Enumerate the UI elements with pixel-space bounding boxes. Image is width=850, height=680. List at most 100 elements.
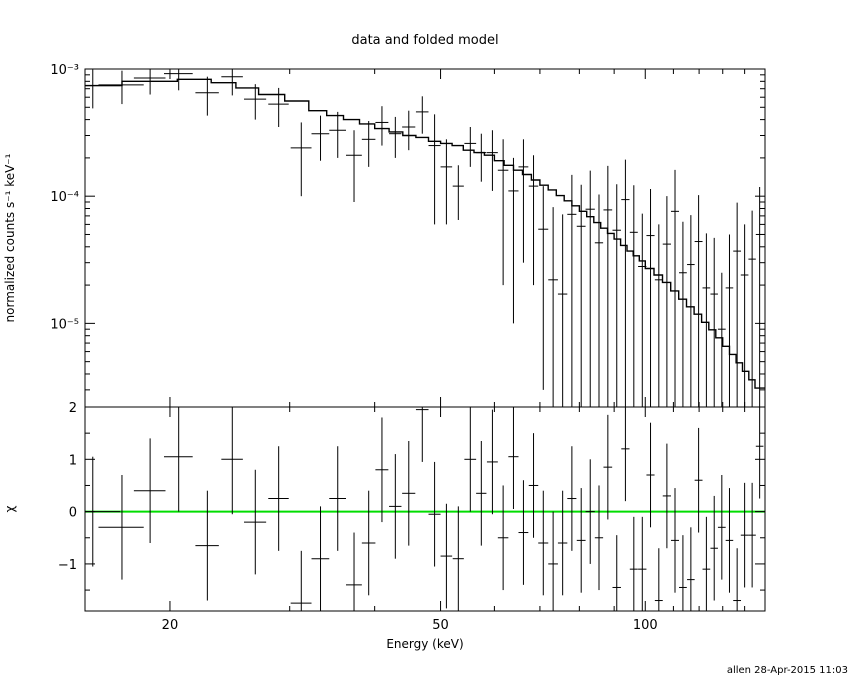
data-point <box>585 170 595 407</box>
residual-point <box>518 480 529 585</box>
residual-point <box>195 490 219 601</box>
x-tick-label: 20 <box>162 618 179 633</box>
residual-point <box>594 485 604 591</box>
residual-point <box>629 516 638 611</box>
residual-point <box>538 490 549 596</box>
data-point <box>670 169 679 407</box>
data-point <box>163 69 193 91</box>
residual-point <box>612 535 621 611</box>
residual-point <box>464 407 477 512</box>
residual-point <box>361 490 376 596</box>
residual-point <box>244 469 267 575</box>
residual-point <box>476 441 487 546</box>
residual-plot-area <box>85 407 765 611</box>
data-point <box>508 157 519 324</box>
residual-point <box>710 495 718 601</box>
data-point <box>361 121 376 167</box>
data-point <box>244 84 267 120</box>
residual-point <box>329 446 346 551</box>
energy-axis-label: Energy (keV) <box>386 637 463 651</box>
chart-title: data and folded model <box>351 33 498 48</box>
residual-point <box>621 407 630 502</box>
residual-point <box>486 409 498 515</box>
data-point <box>497 139 509 286</box>
y-tick-label: 10⁻³ <box>50 63 79 78</box>
residual-point <box>725 488 734 593</box>
residual-point <box>290 550 312 611</box>
residual-point <box>268 446 289 551</box>
data-point <box>85 69 121 109</box>
x-tick-label: 100 <box>633 618 658 633</box>
data-point <box>594 194 604 407</box>
energy-x-ticks: 20 50 100 <box>162 69 766 633</box>
data-point <box>702 233 711 407</box>
data-point <box>440 139 453 225</box>
residual-point <box>702 516 711 611</box>
residual-point <box>748 482 756 588</box>
residual-point <box>221 407 243 515</box>
data-point <box>311 115 330 161</box>
spectrum-y-axis-label: normalized counts s⁻¹ keV⁻¹ <box>3 153 17 322</box>
chi-tick-label: 2 <box>69 401 77 416</box>
residual-point <box>548 511 558 611</box>
residual-point <box>603 414 613 520</box>
data-point <box>375 106 389 146</box>
model-step-curve <box>85 78 765 389</box>
data-point <box>452 165 464 220</box>
residual-point <box>389 454 402 559</box>
residual-point <box>415 407 429 462</box>
residual-point <box>440 503 453 609</box>
data-point <box>464 126 477 167</box>
data-point <box>654 224 663 407</box>
y-tick-label: 10⁻⁵ <box>50 317 79 332</box>
spectrum-y-ticks: 10⁻³ 10⁻⁴ 10⁻⁵ <box>50 63 765 391</box>
data-point <box>725 234 734 407</box>
spectrum-plot-area <box>85 69 765 407</box>
residual-point <box>311 506 330 611</box>
residual-point <box>740 482 749 588</box>
residual-point <box>528 433 539 538</box>
data-point <box>621 159 630 407</box>
residual-point <box>670 488 679 593</box>
data-point <box>678 221 687 407</box>
residual-point <box>402 441 416 546</box>
chi-tick-label: 1 <box>69 453 77 468</box>
residual-point <box>733 548 742 611</box>
residual-point <box>755 407 764 499</box>
data-point <box>687 215 695 407</box>
data-point <box>268 87 289 127</box>
data-point <box>612 184 621 407</box>
data-point <box>629 185 638 407</box>
residual-point <box>694 427 703 533</box>
residual-point <box>452 506 464 611</box>
data-point <box>538 186 549 390</box>
residual-point <box>717 475 726 580</box>
chi-tick-label: −1 <box>58 558 77 573</box>
residual-point <box>497 485 509 591</box>
data-point <box>329 111 346 158</box>
data-point <box>290 122 312 197</box>
residual-point <box>375 417 389 523</box>
spectrum-panel: 10⁻³ 10⁻⁴ 10⁻⁵ normalized counts s⁻¹ keV⁻¹ <box>3 63 766 408</box>
residual-point <box>576 488 586 593</box>
data-point <box>740 224 749 407</box>
data-point <box>567 174 577 407</box>
data-point <box>133 69 166 95</box>
data-point <box>402 110 416 151</box>
x-tick-label: 50 <box>432 618 449 633</box>
data-point <box>717 272 726 407</box>
data-point <box>345 130 362 203</box>
residual-point <box>98 475 144 580</box>
data-point <box>486 130 498 191</box>
residual-point <box>163 407 193 512</box>
data-point <box>646 188 655 407</box>
residual-point <box>585 459 595 564</box>
data-point <box>428 114 441 225</box>
residual-point <box>654 548 663 611</box>
residual-point <box>567 446 577 551</box>
data-point <box>557 214 568 407</box>
data-point <box>98 70 144 105</box>
residual-frame <box>84 406 766 612</box>
data-point <box>748 210 756 407</box>
